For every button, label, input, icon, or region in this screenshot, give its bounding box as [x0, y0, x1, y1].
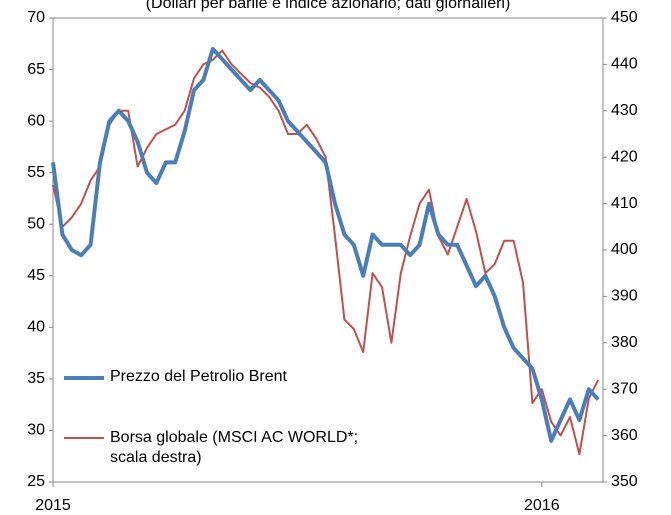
y-tick-label: 55: [27, 164, 45, 181]
x-tick-label: 2016: [524, 497, 560, 514]
y2-tick-label: 360: [611, 427, 638, 444]
legend-label: Prezzo del Petrolio Brent: [110, 368, 287, 385]
legend-swatch: [64, 437, 104, 439]
y2-tick-label: 420: [611, 148, 638, 165]
y2-tick-label: 450: [611, 9, 638, 26]
y-tick-label: 50: [27, 215, 45, 232]
legend-swatch: [64, 376, 104, 380]
y-tick-label: 30: [27, 422, 45, 439]
y-tick-label: 35: [27, 370, 45, 387]
y2-tick-label: 430: [611, 102, 638, 119]
series-line: [52, 49, 600, 456]
chart-title: (Dollari per barile e indice azionario; …: [146, 0, 511, 12]
y2-tick-label: 370: [611, 380, 638, 397]
y2-tick-label: 350: [611, 473, 638, 490]
y2-tick-label: 390: [611, 288, 638, 305]
x-tick-label: 2015: [35, 497, 71, 514]
legend-entry: Borsa globale (MSCI AC WORLD*; scala des…: [64, 428, 358, 468]
plot-frame: [52, 17, 604, 483]
y-tick-label: 65: [27, 61, 45, 78]
y-tick-label: 45: [27, 267, 45, 284]
legend-entry: Prezzo del Petrolio Brent: [64, 367, 287, 387]
series-line: [51, 46, 600, 443]
y-tick-label: 40: [27, 319, 45, 336]
legend-label: Borsa globale (MSCI AC WORLD*; scala des…: [110, 429, 359, 466]
y-tick-label: 70: [27, 9, 45, 26]
y2-tick-label: 400: [611, 241, 638, 258]
y-tick-label: 25: [27, 473, 45, 490]
y2-tick-label: 440: [611, 56, 638, 73]
y2-tick-label: 410: [611, 195, 638, 212]
y-tick-label: 60: [27, 112, 45, 129]
y2-tick-label: 380: [611, 334, 638, 351]
